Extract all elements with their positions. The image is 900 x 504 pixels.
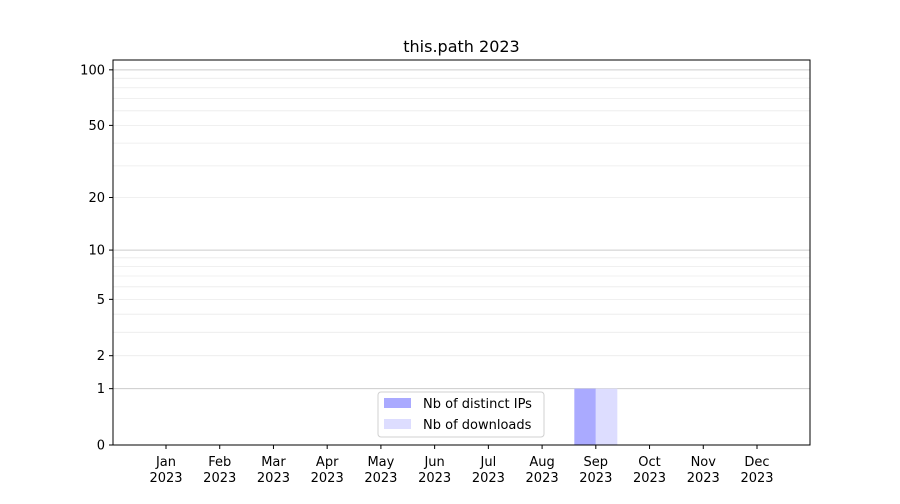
x-tick-label: Nov <box>691 455 717 470</box>
x-tick-label: 2023 <box>472 471 505 486</box>
y-tick-label: 100 <box>80 63 105 78</box>
y-tick-label: 50 <box>88 119 105 134</box>
legend-label: Nb of downloads <box>423 418 532 433</box>
legend-label: Nb of distinct IPs <box>423 397 532 412</box>
x-tick-label: 2023 <box>740 471 773 486</box>
legend-swatch <box>384 398 411 408</box>
legend-swatch <box>384 419 411 429</box>
x-tick-label: Apr <box>316 455 339 470</box>
x-tick-label: 2023 <box>311 471 344 486</box>
y-tick-label: 20 <box>88 191 105 206</box>
x-tick-label: Aug <box>529 455 554 470</box>
x-tick-label: 2023 <box>687 471 720 486</box>
legend-box <box>377 391 545 438</box>
x-tick-label: 2023 <box>633 471 666 486</box>
x-tick-label: 2023 <box>364 471 397 486</box>
y-tick-label: 2 <box>97 349 105 364</box>
x-tick-label: Jul <box>480 455 497 470</box>
y-tick-label: 0 <box>97 439 105 454</box>
bar-downloads <box>595 388 618 445</box>
plot-frame <box>112 59 811 446</box>
x-tick-label: Jun <box>423 455 444 470</box>
x-tick-label: Sep <box>584 455 609 470</box>
x-tick-label: Mar <box>261 455 286 470</box>
chart-title: this.path 2023 <box>403 37 519 56</box>
y-tick-label: 10 <box>88 244 105 259</box>
x-tick-label: 2023 <box>526 471 559 486</box>
x-tick-label: 2023 <box>149 471 182 486</box>
x-tick-label: 2023 <box>579 471 612 486</box>
x-tick-label: 2023 <box>418 471 451 486</box>
x-tick-label: Oct <box>638 455 660 470</box>
x-tick-label: May <box>367 455 394 470</box>
x-tick-label: 2023 <box>257 471 290 486</box>
x-tick-label: Dec <box>744 455 769 470</box>
x-tick-label: 2023 <box>203 471 236 486</box>
x-tick-label: Feb <box>208 455 231 470</box>
x-tick-label: Jan <box>155 455 176 470</box>
bar-distinct-ips <box>574 388 596 445</box>
y-tick-label: 1 <box>97 382 105 397</box>
y-tick-label: 5 <box>97 293 105 308</box>
